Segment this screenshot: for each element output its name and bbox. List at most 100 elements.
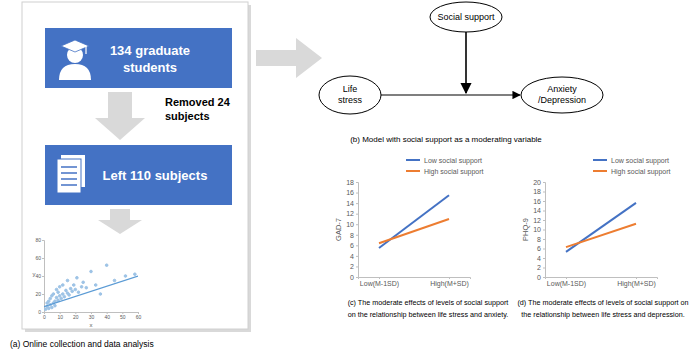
tick: 8 xyxy=(537,236,545,243)
axis-line xyxy=(356,183,359,278)
panel-a: 134 graduatestudentsRemoved 24subjectsLe… xyxy=(10,2,251,349)
tick-label: 80 xyxy=(35,237,41,243)
point xyxy=(52,293,55,296)
tick-label: 0 xyxy=(537,274,541,281)
tick-label: 12 xyxy=(346,210,354,217)
legend: Low social support High social support xyxy=(593,157,671,176)
tick-label: 8 xyxy=(537,236,541,243)
point xyxy=(60,297,63,300)
label: Low social support xyxy=(424,157,482,165)
box xyxy=(45,145,232,205)
point xyxy=(82,281,85,284)
tick: 40 xyxy=(35,273,44,279)
point xyxy=(72,284,75,287)
label: x xyxy=(90,322,93,328)
point xyxy=(47,307,50,310)
tick: 20 xyxy=(73,312,79,320)
tick: 20 xyxy=(35,291,44,297)
arrow xyxy=(98,209,142,234)
label: y xyxy=(33,271,36,277)
tick: 4 xyxy=(350,253,358,260)
tick: 10 xyxy=(346,221,358,228)
line-chart: 024681012141618Low(M-1SD)High(M+SD)GAD-7… xyxy=(334,157,508,320)
box xyxy=(45,28,232,88)
tick-label: 14 xyxy=(533,207,541,214)
label: students xyxy=(123,60,177,75)
label: (b) Model with social support as a moder… xyxy=(350,135,542,144)
axis: 024681012141618 xyxy=(346,179,358,281)
tick: 8 xyxy=(350,232,358,239)
axis-line xyxy=(42,241,45,313)
arrow xyxy=(256,38,322,78)
tick: 18 xyxy=(533,188,545,195)
arrow xyxy=(95,92,145,140)
plot-area xyxy=(44,264,138,311)
tick-mark xyxy=(356,245,358,246)
tick-mark xyxy=(356,182,358,183)
legend-swatch xyxy=(406,170,420,172)
label: /Depression xyxy=(538,95,586,105)
tick-mark xyxy=(543,258,545,259)
point xyxy=(54,304,57,307)
tick-mark xyxy=(356,256,358,257)
plot-area xyxy=(379,195,449,248)
point xyxy=(68,294,71,297)
tick-mark xyxy=(543,268,545,269)
icon-document xyxy=(57,155,85,193)
tick: Low(M-1SD) xyxy=(360,277,399,288)
plot-area xyxy=(566,203,636,252)
tick: High(M+SD) xyxy=(617,277,656,288)
series-line xyxy=(566,224,636,247)
tick-mark xyxy=(543,249,545,250)
label: on the relationship between life stress … xyxy=(348,310,508,319)
label: Life xyxy=(343,84,358,94)
scatter-chart: 0204060800102030405060yx xyxy=(33,237,142,328)
tick-label: 50 xyxy=(120,314,126,320)
tick-label: 30 xyxy=(89,314,95,320)
tick-mark xyxy=(356,224,358,225)
tick: 4 xyxy=(537,255,545,262)
panel-b: Social supportLifestressAnxiety/Depressi… xyxy=(319,2,603,144)
point xyxy=(76,277,79,280)
series-line xyxy=(379,195,449,248)
label: High social support xyxy=(424,168,484,176)
label: Low social support xyxy=(611,157,669,165)
point xyxy=(99,293,102,296)
tick-mark xyxy=(543,201,545,202)
tick-label: 20 xyxy=(35,291,41,297)
tick: 30 xyxy=(89,312,95,320)
legend-swatch xyxy=(593,159,607,161)
point xyxy=(62,284,65,287)
tick-mark xyxy=(543,182,545,183)
tick-label: 0 xyxy=(38,309,41,315)
series-line xyxy=(379,219,449,243)
tick: 12 xyxy=(533,217,545,224)
axis-line xyxy=(359,278,471,280)
tick: 0 xyxy=(350,274,358,281)
point xyxy=(55,288,58,291)
tick: 10 xyxy=(57,312,63,320)
tick-mark xyxy=(543,220,545,221)
tick-label: 0 xyxy=(350,274,354,281)
tick-mark xyxy=(636,277,637,279)
tick: 2 xyxy=(350,263,358,270)
tick-mark xyxy=(543,192,545,193)
tick-label: 6 xyxy=(350,242,354,249)
tick: 60 xyxy=(136,312,142,320)
tick-mark xyxy=(356,214,358,215)
tick-label: 20 xyxy=(73,314,79,320)
tick-label: 60 xyxy=(35,255,41,261)
point xyxy=(58,286,61,289)
tick-label: 18 xyxy=(533,188,541,195)
tick-label: 0 xyxy=(43,314,46,320)
tick: 0 xyxy=(43,312,46,320)
tick-label: Low(M-1SD) xyxy=(360,280,399,288)
tick: 6 xyxy=(350,242,358,249)
tick: 14 xyxy=(533,207,545,214)
point xyxy=(49,297,52,300)
node xyxy=(430,2,502,32)
label: High social support xyxy=(611,168,671,176)
point xyxy=(71,290,74,293)
label: GAD-7 xyxy=(334,218,343,241)
arrow xyxy=(381,94,520,95)
